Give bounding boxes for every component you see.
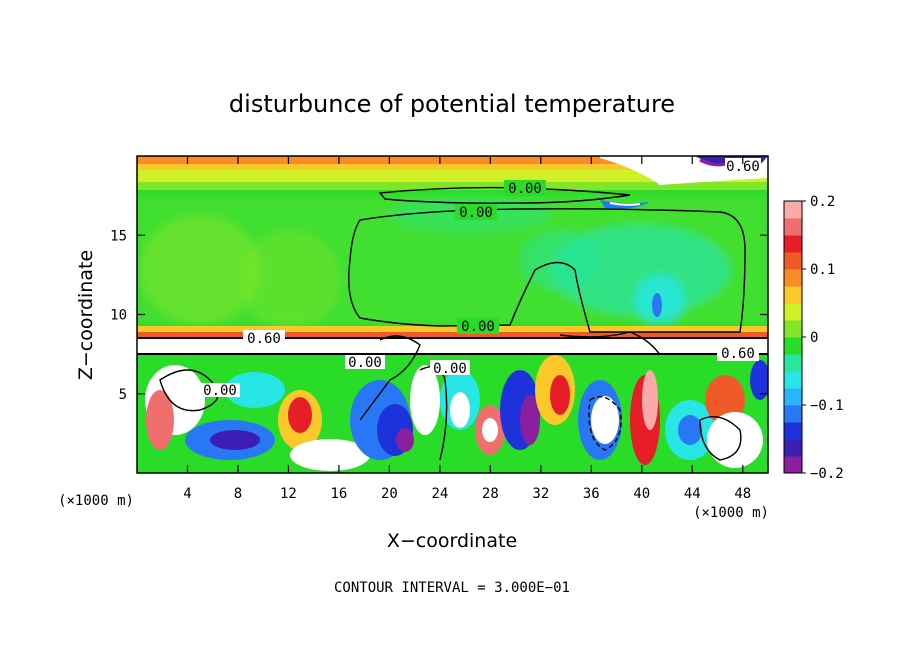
colorbar <box>783 200 803 474</box>
contour-label: 0.60 <box>247 331 281 347</box>
x-tick-label: 44 <box>684 486 701 502</box>
contour-lower-5 <box>359 335 421 421</box>
colorbar-segment <box>784 320 802 338</box>
y-tick-label: 10 <box>110 308 127 324</box>
contour-lines <box>137 186 768 461</box>
y-tick-label: 15 <box>110 228 127 244</box>
upper-layer-variation <box>137 195 768 330</box>
contour-lower-4 <box>699 416 742 461</box>
contour-label: 0.00 <box>433 361 467 377</box>
contour-label: 0.60 <box>721 346 755 362</box>
top-band-orange <box>137 156 768 164</box>
colorbar-segment <box>784 303 802 321</box>
top-band-lime <box>137 170 768 182</box>
colorbar-segment <box>784 235 802 253</box>
chart-title: disturbunce of potential temperature <box>229 90 675 118</box>
colorbar-segment <box>784 456 802 474</box>
colorbar-segment <box>784 388 802 406</box>
colorbar-segment <box>784 286 802 304</box>
contour-label: 0.00 <box>461 319 495 335</box>
contour-lower-3 <box>588 396 622 451</box>
top-band-green <box>137 182 768 190</box>
colorbar-segment <box>784 371 802 389</box>
colorbar-segment <box>784 252 802 270</box>
colorbar-segment <box>784 218 802 236</box>
contour-lower-6 <box>559 331 661 356</box>
contour-label: 0.60 <box>726 159 760 175</box>
x-tick-label: 8 <box>234 486 242 502</box>
x-tick-label: 28 <box>482 486 499 502</box>
y-tick-label: 5 <box>119 387 127 403</box>
colorbar-tick-label: 0.2 <box>810 194 835 210</box>
contour-interval-note: CONTOUR INTERVAL = 3.000E−01 <box>334 580 570 596</box>
colorbar-segment <box>784 354 802 372</box>
lower-layer-turbulence <box>145 355 768 471</box>
contour-label-group: 0.00 0.00 0.00 0.60 0.00 0.60 0.60 0.00 … <box>200 158 761 399</box>
x-tick-label: 48 <box>734 486 751 502</box>
contour-label: 0.00 <box>508 181 542 197</box>
y-axis-label: Z−coordinate <box>75 250 97 380</box>
colorbar-segment <box>784 422 802 440</box>
colorbar-segment <box>784 405 802 423</box>
x-tick-label: 20 <box>381 486 398 502</box>
colorbar-tick-label: −0.2 <box>810 466 844 482</box>
contour-lower-1 <box>159 369 219 412</box>
inversion-white-zone <box>137 337 768 355</box>
x-tick-label: 32 <box>532 486 549 502</box>
y-axis-ticks: 5 10 15 <box>110 228 768 403</box>
contour-upper-large <box>348 208 746 333</box>
contour-upper-small <box>378 186 631 204</box>
x-tick-label: 36 <box>583 486 600 502</box>
colorbar-tick-label: 0.1 <box>810 262 835 278</box>
plot-area: 0.00 0.00 0.00 0.60 0.00 0.60 0.60 0.00 … <box>137 156 768 473</box>
y-axis-unit: (×1000 m) <box>58 493 134 509</box>
colorbar-segment <box>784 439 802 457</box>
colorbar-ticks: 0.2 0.1 0 −0.1 −0.2 <box>802 194 844 482</box>
x-axis-label: X−coordinate <box>387 530 517 552</box>
contour-label: 0.00 <box>459 205 493 221</box>
x-tick-label: 24 <box>431 486 448 502</box>
x-axis-unit: (×1000 m) <box>693 505 769 521</box>
colorbar-segment <box>784 269 802 287</box>
x-tick-label: 40 <box>633 486 650 502</box>
x-tick-label: 12 <box>280 486 297 502</box>
colorbar-segment <box>784 337 802 355</box>
contour-label: 0.00 <box>348 355 382 371</box>
x-tick-label: 16 <box>330 486 347 502</box>
colorbar-segment <box>784 201 802 219</box>
colorbar-tick-label: 0 <box>810 330 818 346</box>
contour-label: 0.00 <box>203 383 237 399</box>
top-band-yellow <box>137 164 768 170</box>
colorbar-tick-label: −0.1 <box>810 398 844 414</box>
inversion-band-yellow <box>137 326 768 332</box>
x-axis-ticks: 4 8 12 16 20 24 28 32 36 40 44 48 <box>183 156 751 502</box>
inversion-band-orange <box>137 332 768 337</box>
cyan-core <box>652 293 662 317</box>
x-tick-label: 4 <box>183 486 191 502</box>
